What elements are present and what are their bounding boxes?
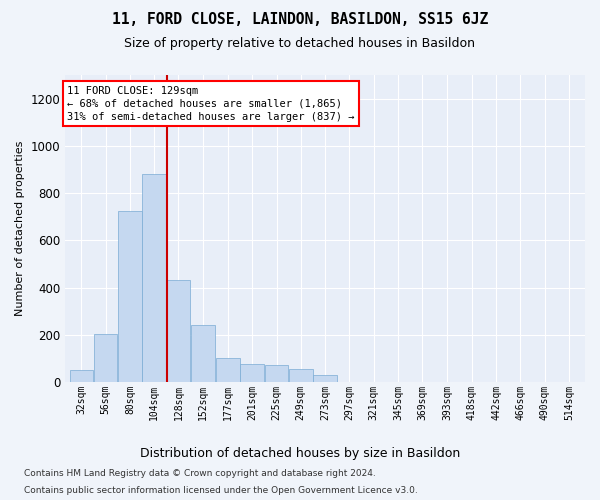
Text: Contains HM Land Registry data © Crown copyright and database right 2024.: Contains HM Land Registry data © Crown c…	[24, 468, 376, 477]
Bar	[241, 364, 264, 382]
Bar	[118, 211, 142, 382]
Bar	[167, 280, 190, 382]
Bar	[142, 174, 166, 382]
Text: Contains public sector information licensed under the Open Government Licence v3: Contains public sector information licen…	[24, 486, 418, 495]
Bar	[70, 370, 93, 382]
Bar	[289, 369, 313, 382]
Bar	[216, 358, 240, 382]
Bar	[265, 366, 289, 382]
Bar	[191, 326, 215, 382]
Bar	[313, 375, 337, 382]
Y-axis label: Number of detached properties: Number of detached properties	[15, 141, 25, 316]
Text: Size of property relative to detached houses in Basildon: Size of property relative to detached ho…	[125, 38, 476, 51]
Text: 11 FORD CLOSE: 129sqm
← 68% of detached houses are smaller (1,865)
31% of semi-d: 11 FORD CLOSE: 129sqm ← 68% of detached …	[67, 86, 355, 122]
Text: Distribution of detached houses by size in Basildon: Distribution of detached houses by size …	[140, 448, 460, 460]
Text: 11, FORD CLOSE, LAINDON, BASILDON, SS15 6JZ: 11, FORD CLOSE, LAINDON, BASILDON, SS15 …	[112, 12, 488, 28]
Bar	[94, 334, 118, 382]
